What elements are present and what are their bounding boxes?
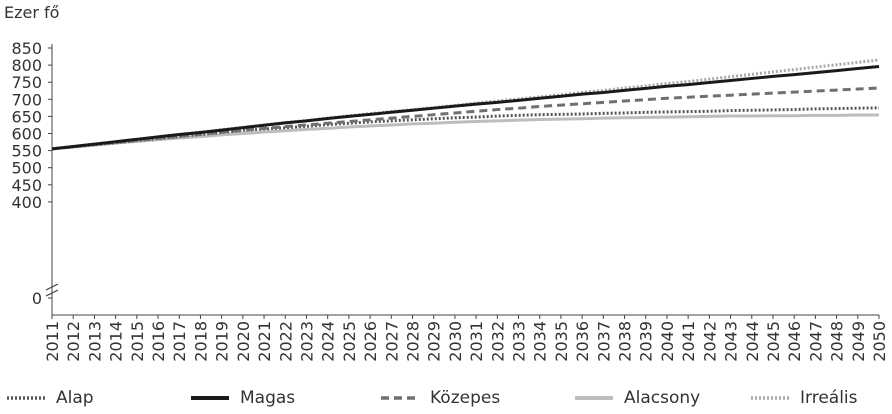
series-line-irre-lis [51,58,880,151]
x-tick-label: 2046 [785,321,804,362]
x-tick-label: 2028 [403,321,422,362]
x-tick-label: 2027 [382,321,401,362]
legend-item: Magas [190,384,295,412]
y-tick-label: 450 [11,176,42,195]
x-tick-label: 2018 [191,321,210,362]
legend-swatch [191,396,229,400]
x-tick-label: 2023 [297,321,316,362]
y-axis-unit-label: Ezer fő [4,3,60,22]
x-tick-label: 2035 [552,321,571,362]
x-tick-label: 2032 [488,321,507,362]
x-tick-label: 2037 [594,321,613,362]
x-tick-label: 2030 [446,321,465,362]
legend-item: Alap [6,384,94,412]
x-tick-label: 2016 [149,321,168,362]
legend-swatch [575,396,613,400]
y-tick-label: 800 [11,56,42,75]
y-tick-label: 500 [11,159,42,178]
y-tick-label: 600 [11,125,42,144]
y-tick-label: 400 [11,193,42,212]
x-tick-label: 2048 [828,321,847,362]
x-tick-label: 2024 [319,321,338,362]
x-tick-label: 2042 [700,321,719,362]
y-tick-label: 750 [11,73,42,92]
x-tick-label: 2017 [170,321,189,362]
y-tick-label: 700 [11,90,42,109]
x-tick-label: 2011 [43,321,62,362]
series-line-magas [51,64,880,151]
legend-label: Alap [56,388,94,408]
y-tick-label: 0 [32,289,42,308]
x-tick-label: 2022 [276,321,295,362]
x-tick-label: 2044 [743,321,762,362]
x-tick-label: 2015 [128,321,147,362]
x-tick-label: 2025 [340,321,359,362]
legend-label: Közepes [430,388,501,408]
x-tick-label: 2034 [531,321,550,362]
x-tick-label: 2049 [849,321,868,362]
legend-swatch [381,396,419,400]
x-tick-label: 2039 [637,321,656,362]
x-tick-label: 2021 [255,321,274,362]
legend-item: Közepes [380,384,500,412]
x-tick-label: 2013 [85,321,104,362]
x-tick-label: 2041 [679,321,698,362]
x-tick-label: 2029 [425,321,444,362]
x-tick-label: 2014 [107,321,126,362]
y-tick-label: 650 [11,107,42,126]
legend-label: Alacsony [624,388,701,408]
y-axis-break-mark [45,283,59,291]
legend-item: Alacsony [574,384,700,412]
y-axis-break-mark [45,289,59,297]
x-tick-label: 2050 [870,321,889,362]
y-tick-label: 550 [11,142,42,161]
y-tick-label: 850 [11,39,42,58]
legend-swatch [7,396,45,400]
x-tick-label: 2040 [658,321,677,362]
series-line-alap [51,106,880,151]
x-tick-label: 2036 [573,321,592,362]
series-line-alacsony [51,113,879,151]
legend-label: Irreális [800,388,858,408]
x-tick-label: 2019 [213,321,232,362]
x-tick-label: 2038 [616,321,635,362]
x-tick-label: 2047 [806,321,825,362]
chart-legend: Alap Magas Közepes Alacsony Irreális [0,384,892,412]
x-tick-label: 2026 [361,321,380,362]
legend-swatch [751,396,789,400]
x-tick-label: 2043 [722,321,741,362]
x-tick-label: 2020 [234,321,253,362]
legend-item: Irreális [750,384,858,412]
x-tick-label: 2031 [467,321,486,362]
x-tick-label: 2045 [764,321,783,362]
series-line-k-zepes [51,86,880,151]
x-tick-label: 2012 [64,321,83,362]
legend-label: Magas [240,388,296,408]
x-tick-label: 2033 [510,321,529,362]
